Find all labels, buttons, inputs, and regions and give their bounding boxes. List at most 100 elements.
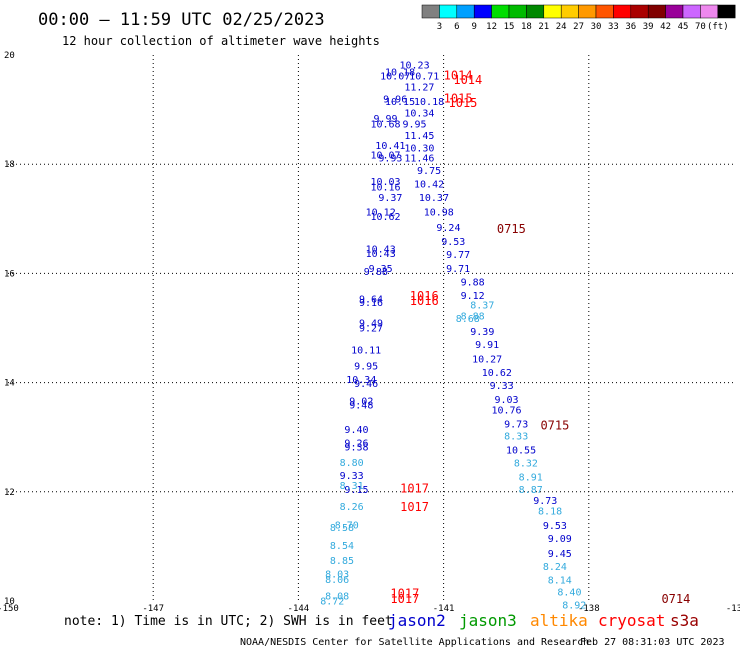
swh-value-label: 8.92 <box>562 601 586 612</box>
time-stamp-label: 0715 <box>497 222 526 236</box>
y-tick-label: 12 <box>4 488 15 498</box>
time-stamps: 1014101410151015071510161016071510171017… <box>390 69 690 607</box>
swh-value-label: 10.15 <box>385 97 415 108</box>
colorbar-swatch <box>647 4 666 19</box>
swh-value-label: 9.91 <box>475 340 499 351</box>
swh-value-label: 8.88 <box>461 311 485 322</box>
swh-value-label: 8.26 <box>340 502 364 513</box>
colorbar-label: 39 <box>643 22 654 32</box>
colorbar-label: 45 <box>678 22 689 32</box>
swh-value-label: 9.16 <box>359 298 383 309</box>
swh-value-label: 8.14 <box>548 576 572 587</box>
legend-item-s3a: s3a <box>670 611 699 630</box>
x-tick-label: -138 <box>578 604 600 614</box>
y-tick-label: 20 <box>4 51 15 61</box>
swh-value-label: 10.07 <box>380 72 410 83</box>
swh-value-label: 9.38 <box>344 442 368 453</box>
legend-item-jason2: jason2 <box>388 611 446 630</box>
swh-value-label: 8.03 <box>325 570 349 581</box>
colorbar-swatch <box>665 4 684 19</box>
swh-value-label: 9.15 <box>344 485 368 496</box>
swh-value-label: 9.35 <box>369 264 393 275</box>
swh-value-label: 9.37 <box>378 193 402 204</box>
swh-value-label: 10.12 <box>366 208 396 219</box>
x-tick-label: -147 <box>142 604 164 614</box>
swh-value-label: 10.03 <box>370 177 400 188</box>
colorbar-label: 36 <box>625 22 636 32</box>
colorbar-label: 9 <box>471 22 476 32</box>
swh-value-label: 9.73 <box>533 496 557 507</box>
footer-source: NOAA/NESDIS Center for Satellite Applica… <box>240 637 589 648</box>
swh-value-label: 8.87 <box>519 485 543 496</box>
chart-title: 00:00 – 11:59 UTC 02/25/2023 <box>38 10 325 30</box>
colorbar-swatch <box>560 4 579 19</box>
colorbar-label: 70 <box>695 22 706 32</box>
swh-value-label: 9.33 <box>490 381 514 392</box>
swh-value-label: 9.12 <box>461 291 485 302</box>
swh-value-label: 8.58 <box>330 523 354 534</box>
swh-value-label: 10.34 <box>346 375 376 386</box>
time-stamp-label: 0714 <box>661 592 690 606</box>
time-stamp-label: 1017 <box>390 587 419 601</box>
swh-value-label: 8.40 <box>557 588 581 599</box>
swh-value-label: 9.77 <box>446 250 470 261</box>
swh-value-label: 10.62 <box>482 368 512 379</box>
colorbar-swatch <box>526 4 545 19</box>
swh-value-label: 8.91 <box>519 472 543 483</box>
colorbar-swatch <box>421 4 440 19</box>
swh-value-label: 10.43 <box>366 249 396 260</box>
swh-value-label: 10.41 <box>375 141 405 152</box>
y-tick-label: 16 <box>4 269 15 279</box>
y-tick-label: 18 <box>4 160 15 170</box>
swh-value-label: 9.48 <box>349 400 373 411</box>
colorbar-label: 3 <box>437 22 442 32</box>
time-stamp-label: 1014 <box>453 73 482 87</box>
colorbar-swatch <box>578 4 597 19</box>
legend-item-cryosat: cryosat <box>598 611 665 630</box>
swh-value-label: 8.85 <box>330 556 354 567</box>
swh-value-label: 9.26 <box>344 438 368 449</box>
colorbar-swatch <box>473 4 492 19</box>
swh-value-label: 9.95 <box>354 361 378 372</box>
colorbar-swatch <box>682 4 701 19</box>
colorbar-label: 42 <box>660 22 671 32</box>
swh-value-label: 9.95 <box>403 120 427 131</box>
legend-item-altika: altika <box>530 611 588 630</box>
swh-value-label: 10.62 <box>370 212 400 223</box>
colorbar-swatch <box>543 4 562 19</box>
swh-value-label: 8.68 <box>456 314 480 325</box>
colorbar-swatch <box>630 4 649 19</box>
swh-value-label: 9.64 <box>359 294 383 305</box>
colorbar-label: 18 <box>521 22 532 32</box>
time-stamp-label: 1017 <box>390 592 419 606</box>
swh-value-label: 10.30 <box>404 144 434 155</box>
swh-value-label: 8.08 <box>325 591 349 602</box>
swh-value-label: 10.55 <box>506 446 536 457</box>
swh-value-label: 10.07 <box>370 151 400 162</box>
x-tick-label: -150 <box>0 604 19 614</box>
swh-value-label: 8.37 <box>470 300 494 311</box>
swh-value-label: 9.02 <box>349 396 373 407</box>
swh-value-label: 9.75 <box>417 166 441 177</box>
swh-value-label: 8.24 <box>543 562 567 573</box>
x-tick-label: -141 <box>433 604 455 614</box>
satellite-legend: jason2 jason3 altika cryosat s3a <box>388 611 699 630</box>
time-stamp-label: 1014 <box>444 69 473 83</box>
grid <box>8 55 734 601</box>
y-tick-label: 14 <box>4 379 15 389</box>
data-points: 10.2310.1810.0710.7111.279.9610.1510.181… <box>320 61 586 612</box>
swh-value-label: 9.93 <box>378 153 402 164</box>
colorbar-label: 30 <box>591 22 602 32</box>
colorbar-label: 21 <box>538 22 549 32</box>
time-stamp-label: 1017 <box>400 481 429 495</box>
swh-value-label: 11.45 <box>404 131 434 142</box>
swh-value-label: 10.37 <box>419 193 449 204</box>
swh-value-label: 9.45 <box>548 549 572 560</box>
swh-value-label: 11.46 <box>404 153 434 164</box>
swh-value-label: 9.40 <box>344 425 368 436</box>
colorbar-label: 12 <box>486 22 497 32</box>
units-note: note: 1) Time is in UTC; 2) SWH is in fe… <box>64 614 393 629</box>
swh-value-label: 8.70 <box>335 520 359 531</box>
swh-value-label: 10.71 <box>409 72 439 83</box>
time-stamp-label: 1016 <box>410 289 439 303</box>
